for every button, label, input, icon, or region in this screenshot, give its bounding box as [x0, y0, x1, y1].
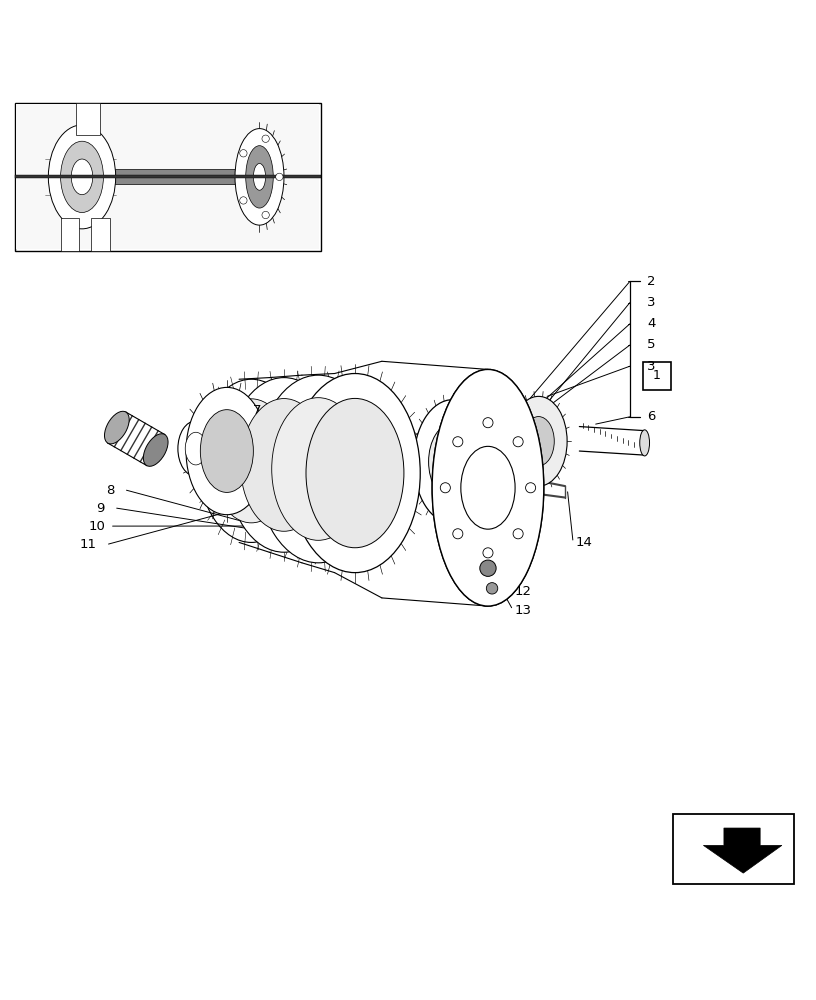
Ellipse shape — [272, 398, 365, 540]
Circle shape — [262, 211, 269, 219]
Text: 5: 5 — [647, 338, 655, 351]
Ellipse shape — [178, 421, 214, 476]
Text: 2: 2 — [647, 275, 655, 288]
Bar — [673, 814, 794, 884]
Ellipse shape — [71, 159, 93, 195]
Bar — [15, 175, 321, 178]
Bar — [16, 104, 319, 249]
Ellipse shape — [456, 396, 526, 507]
Text: 8: 8 — [106, 484, 114, 497]
Circle shape — [453, 437, 463, 447]
Ellipse shape — [246, 146, 273, 208]
Ellipse shape — [456, 428, 490, 482]
Ellipse shape — [60, 141, 104, 213]
Circle shape — [513, 437, 523, 447]
Ellipse shape — [201, 410, 253, 492]
Text: 10: 10 — [88, 520, 105, 533]
Text: 13: 13 — [514, 604, 531, 617]
Text: 7: 7 — [253, 404, 261, 417]
Circle shape — [441, 483, 450, 493]
Ellipse shape — [290, 374, 420, 573]
Circle shape — [526, 483, 535, 493]
Bar — [15, 103, 321, 251]
Text: 3: 3 — [647, 296, 655, 309]
Circle shape — [276, 173, 283, 181]
Ellipse shape — [442, 406, 504, 504]
Ellipse shape — [306, 398, 404, 548]
Ellipse shape — [186, 387, 268, 515]
Ellipse shape — [48, 125, 116, 229]
Text: 1: 1 — [653, 369, 661, 382]
Circle shape — [240, 150, 247, 157]
Ellipse shape — [523, 417, 554, 466]
Circle shape — [486, 583, 498, 594]
Ellipse shape — [414, 400, 492, 524]
Ellipse shape — [510, 396, 567, 486]
Circle shape — [480, 560, 496, 576]
Ellipse shape — [185, 432, 206, 465]
Text: 11: 11 — [80, 538, 97, 551]
Ellipse shape — [428, 423, 477, 500]
Ellipse shape — [254, 163, 266, 190]
Ellipse shape — [211, 399, 291, 523]
Text: 3: 3 — [647, 360, 655, 373]
Circle shape — [240, 197, 247, 204]
Text: 4: 4 — [647, 317, 655, 330]
Ellipse shape — [461, 446, 515, 529]
Ellipse shape — [198, 379, 304, 542]
Text: 6: 6 — [647, 410, 655, 423]
Ellipse shape — [235, 129, 284, 225]
Ellipse shape — [471, 419, 512, 483]
Ellipse shape — [480, 396, 545, 498]
Ellipse shape — [257, 375, 379, 563]
Bar — [91, 218, 109, 251]
Ellipse shape — [104, 411, 129, 444]
Ellipse shape — [227, 378, 341, 552]
Ellipse shape — [144, 434, 168, 466]
Circle shape — [513, 529, 523, 539]
Circle shape — [262, 135, 269, 142]
Text: 9: 9 — [96, 502, 104, 515]
Bar — [82, 169, 259, 184]
Ellipse shape — [493, 416, 532, 478]
Ellipse shape — [432, 369, 543, 606]
Ellipse shape — [432, 369, 543, 606]
Polygon shape — [703, 828, 782, 873]
Bar — [76, 103, 100, 135]
Ellipse shape — [241, 399, 327, 531]
Text: 14: 14 — [575, 536, 592, 549]
Circle shape — [483, 418, 493, 428]
Ellipse shape — [640, 430, 650, 456]
Text: 12: 12 — [514, 585, 531, 598]
Bar — [60, 218, 79, 251]
Circle shape — [453, 529, 463, 539]
Circle shape — [483, 548, 493, 558]
Bar — [643, 362, 671, 390]
